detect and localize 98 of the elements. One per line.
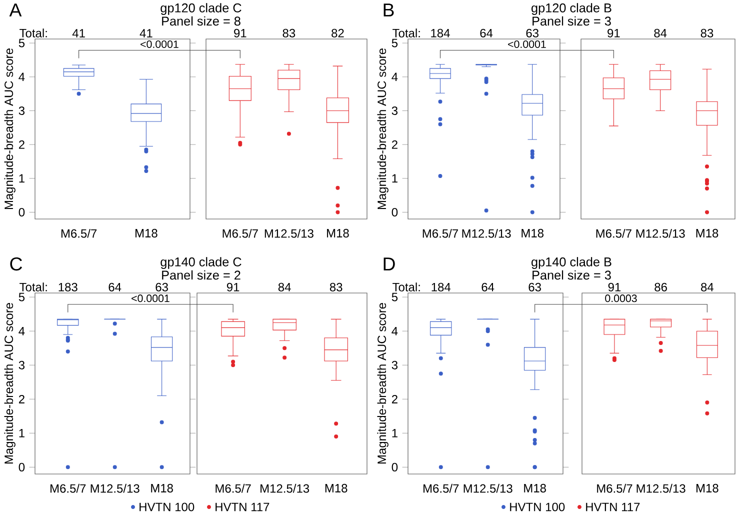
text: 84 xyxy=(654,28,667,38)
text: D xyxy=(384,258,395,270)
x-tick-label: M18 xyxy=(327,228,349,238)
x-tick-label: M12.5/13 xyxy=(90,484,140,493)
annotation: <0.0001 xyxy=(140,40,178,48)
text: Total: xyxy=(20,282,47,292)
text: 64 xyxy=(480,28,493,38)
y-axis-title: Magnitude-breadth AUC score xyxy=(377,48,388,210)
y-tick-label: 3 xyxy=(18,360,25,370)
chart-title: gp140 clade C xyxy=(160,257,242,269)
chart-subtitle: Panel size = 8 xyxy=(162,16,240,26)
y-tick-label: 1 xyxy=(392,429,398,438)
text: 91 xyxy=(226,282,240,292)
y-tick-label: 5 xyxy=(18,292,25,302)
text: 183 xyxy=(58,282,78,292)
text: 91 xyxy=(608,282,621,292)
annotation: 0.0003 xyxy=(605,294,637,302)
x-tick-label: M18 xyxy=(696,484,718,492)
chart-title: gp140 clade B xyxy=(532,257,612,269)
y-tick-label: 3 xyxy=(392,106,398,115)
text: 83 xyxy=(330,282,342,292)
y-tick-label: 0 xyxy=(392,208,398,216)
y-tick-label: 0 xyxy=(392,462,398,472)
x-tick-label: M12.5/13 xyxy=(260,484,310,493)
chart-title: gp120 clade C xyxy=(160,3,242,15)
y-tick-label: 0 xyxy=(18,208,25,216)
x-tick-label: M18 xyxy=(136,228,158,238)
y-tick-label: 1 xyxy=(19,174,24,183)
y-axis-title: Magnitude-breadth AUC score xyxy=(377,303,388,464)
x-tick-label: M6.5/7 xyxy=(222,228,258,238)
x-tick-label: M18 xyxy=(524,484,546,492)
y-tick-label: 2 xyxy=(18,394,24,404)
chart-title: gp120 clade B xyxy=(532,3,612,15)
x-tick-label: M18 xyxy=(696,228,718,238)
x-tick-label: M12.5/13 xyxy=(636,484,686,493)
text: Total: xyxy=(392,282,420,292)
x-tick-label: M18 xyxy=(522,228,544,238)
chart-subtitle: Panel size = 3 xyxy=(532,16,611,26)
text: 41 xyxy=(140,29,152,38)
y-tick-label: 2 xyxy=(392,140,398,149)
y-axis-title: Magnitude-breadth AUC score xyxy=(4,303,16,464)
x-tick-label: M12.5/13 xyxy=(264,228,314,238)
text: 63 xyxy=(526,28,539,38)
text: 41 xyxy=(72,29,85,38)
text: A xyxy=(9,4,22,16)
x-tick-label: M18 xyxy=(325,484,348,492)
y-tick-label: 2 xyxy=(18,140,24,149)
legend-label: HVTN 117 xyxy=(216,502,270,512)
y-tick-label: 4 xyxy=(392,326,398,336)
text: 83 xyxy=(700,28,714,38)
annotation: <0.0001 xyxy=(132,294,170,302)
y-tick-label: 5 xyxy=(392,292,398,302)
y-tick-label: 5 xyxy=(392,38,398,48)
legend-label: HVTN 117 xyxy=(586,502,640,512)
text: C xyxy=(10,257,22,271)
text: Total: xyxy=(20,28,47,38)
y-tick-label: 1 xyxy=(19,429,24,438)
x-tick-label: M6.5/7 xyxy=(596,228,632,238)
x-tick-label: M6.5/7 xyxy=(61,228,97,238)
x-tick-label: M6.5/7 xyxy=(216,484,251,493)
x-tick-label: M6.5/7 xyxy=(50,484,86,493)
x-tick-label: M12.5/13 xyxy=(462,228,511,238)
x-tick-label: M6.5/7 xyxy=(422,228,458,238)
text: 83 xyxy=(282,28,296,38)
text: 91 xyxy=(608,28,620,38)
legend-label: HVTN 100 xyxy=(510,502,565,512)
text: 184 xyxy=(431,28,450,38)
text: 91 xyxy=(234,28,246,38)
y-tick-label: 0 xyxy=(18,462,25,472)
text: 82 xyxy=(332,28,344,38)
y-tick-label: 5 xyxy=(18,38,25,48)
text: 64 xyxy=(482,282,494,292)
y-tick-label: 4 xyxy=(18,72,25,82)
x-tick-label: M12.5/13 xyxy=(464,484,512,493)
text: 86 xyxy=(654,282,667,292)
text: 84 xyxy=(701,282,714,292)
y-tick-label: 4 xyxy=(392,72,398,82)
chart-subtitle: Panel size = 2 xyxy=(162,270,240,280)
text: 84 xyxy=(278,282,291,292)
x-tick-label: M6.5/7 xyxy=(597,484,632,493)
text: B xyxy=(384,4,394,16)
chart-subtitle: Panel size = 3 xyxy=(532,270,611,280)
x-tick-label: M6.5/7 xyxy=(424,484,459,493)
y-tick-label: 4 xyxy=(18,326,25,336)
text: Total: xyxy=(392,28,420,38)
y-axis-title: Magnitude-breadth AUC score xyxy=(4,48,16,210)
text: 184 xyxy=(432,282,451,292)
y-tick-label: 3 xyxy=(392,360,398,370)
legend-label: HVTN 100 xyxy=(140,502,194,512)
text: 63 xyxy=(156,282,168,292)
y-tick-label: 3 xyxy=(18,106,25,115)
text: 63 xyxy=(528,282,541,292)
y-tick-label: 2 xyxy=(392,394,398,404)
x-tick-label: M18 xyxy=(151,484,173,492)
text: 64 xyxy=(108,282,122,292)
x-tick-label: M12.5/13 xyxy=(636,228,685,238)
annotation: <0.0001 xyxy=(508,40,546,48)
y-tick-label: 1 xyxy=(392,174,398,183)
